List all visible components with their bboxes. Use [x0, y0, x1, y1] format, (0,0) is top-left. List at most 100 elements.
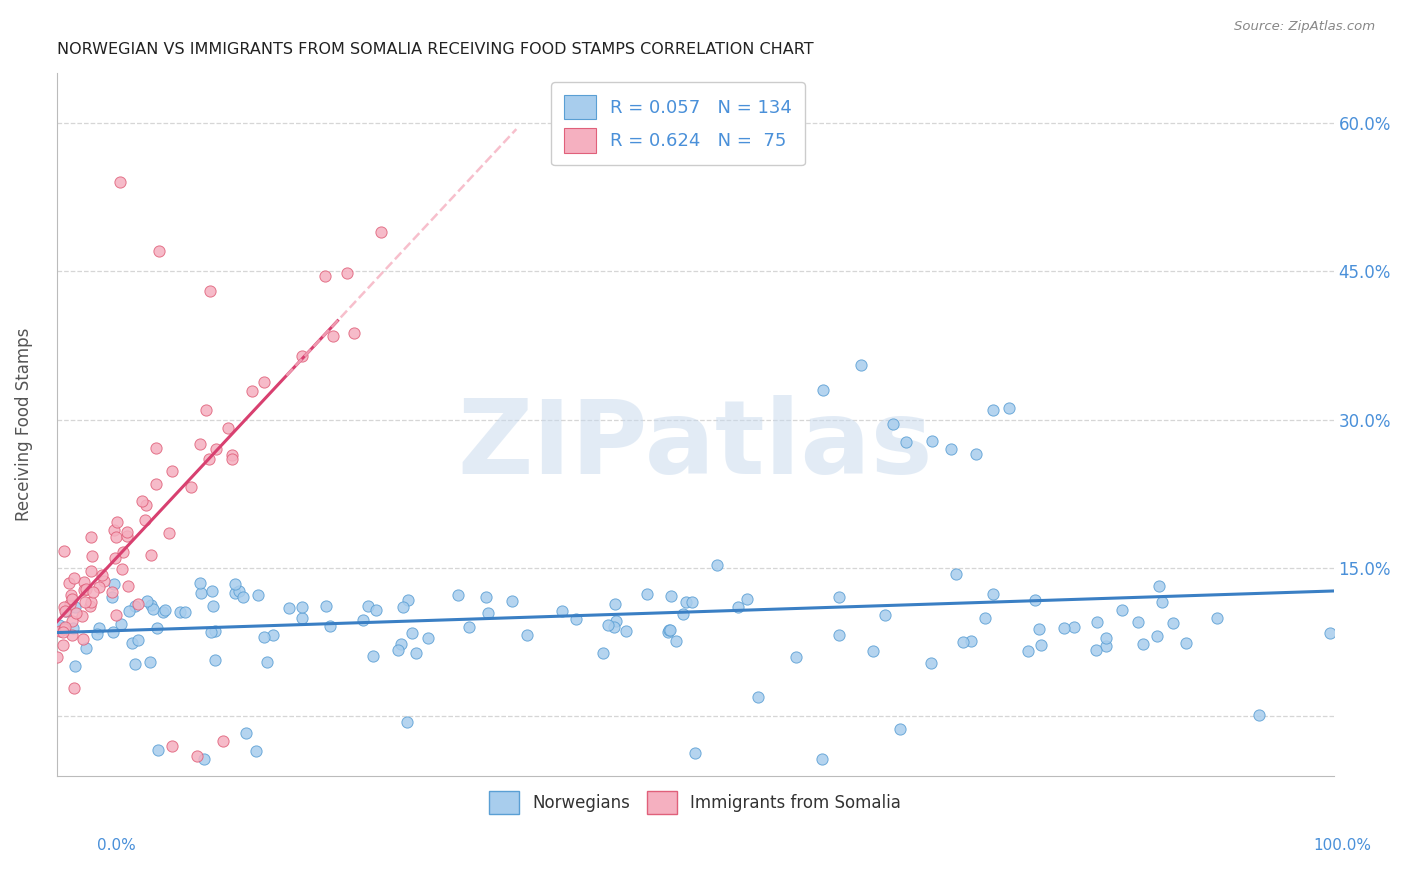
Point [228, 584, 250, 599]
Point [221, 452, 243, 467]
Point [186, 749, 208, 764]
Point [141, 548, 163, 562]
Point [1095, 631, 1118, 645]
Point [811, 383, 834, 397]
Point [240, 384, 263, 399]
Point [217, 421, 239, 435]
Point [315, 599, 337, 613]
Point [357, 599, 380, 614]
Point [141, 598, 163, 612]
Point [396, 593, 419, 607]
Point [60, 588, 83, 602]
Point [1095, 640, 1118, 654]
Point [221, 448, 243, 462]
Point [46, 649, 69, 664]
Point [63, 681, 86, 695]
Point [785, 650, 807, 665]
Point [72, 632, 94, 647]
Point [93, 574, 115, 589]
Point [389, 637, 412, 651]
Point [291, 350, 314, 364]
Point [110, 617, 132, 632]
Point [145, 441, 167, 455]
Point [127, 597, 149, 611]
Point [659, 623, 682, 637]
Point [939, 442, 962, 457]
Point [110, 175, 132, 189]
Point [160, 739, 183, 753]
Point [256, 655, 278, 669]
Point [169, 605, 191, 619]
Point [235, 725, 257, 739]
Point [134, 513, 156, 527]
Point [747, 690, 769, 704]
Point [87, 621, 110, 635]
Point [101, 624, 124, 639]
Point [322, 329, 344, 343]
Point [82, 584, 104, 599]
Point [665, 634, 688, 648]
Point [80, 595, 103, 609]
Point [90, 568, 112, 582]
Point [52, 622, 75, 636]
Point [1063, 620, 1085, 634]
Point [336, 266, 359, 280]
Point [63, 599, 86, 614]
Point [190, 586, 212, 600]
Point [657, 624, 679, 639]
Point [458, 619, 481, 633]
Point [148, 244, 170, 259]
Point [253, 630, 276, 644]
Point [160, 464, 183, 478]
Point [1029, 638, 1052, 652]
Point [396, 714, 419, 729]
Point [882, 417, 904, 431]
Point [672, 607, 695, 622]
Point [894, 435, 917, 450]
Point [658, 624, 681, 638]
Point [683, 746, 706, 760]
Point [200, 624, 222, 639]
Point [981, 403, 1004, 417]
Point [291, 611, 314, 625]
Text: ZIPatlas: ZIPatlas [457, 395, 932, 496]
Point [52, 544, 75, 558]
Point [53, 604, 76, 618]
Point [201, 599, 224, 613]
Point [659, 589, 682, 603]
Point [115, 529, 138, 543]
Point [475, 590, 498, 604]
Point [636, 587, 658, 601]
Text: Source: ZipAtlas.com: Source: ZipAtlas.com [1234, 20, 1375, 33]
Point [405, 646, 427, 660]
Point [862, 643, 884, 657]
Point [79, 599, 101, 613]
Point [79, 565, 101, 579]
Point [105, 516, 128, 530]
Point [62, 571, 84, 585]
Point [131, 494, 153, 508]
Point [157, 526, 180, 541]
Point [195, 403, 218, 417]
Point [204, 653, 226, 667]
Point [75, 640, 97, 655]
Point [849, 358, 872, 372]
Point [1017, 644, 1039, 658]
Point [605, 615, 627, 629]
Point [55, 604, 77, 618]
Point [117, 579, 139, 593]
Point [401, 626, 423, 640]
Point [828, 590, 851, 604]
Point [101, 585, 124, 599]
Point [1146, 629, 1168, 643]
Point [1247, 708, 1270, 723]
Point [735, 591, 758, 606]
Point [314, 268, 336, 283]
Point [291, 600, 314, 615]
Point [111, 544, 134, 558]
Point [62, 622, 84, 636]
Point [973, 611, 995, 625]
Point [603, 620, 626, 634]
Text: 100.0%: 100.0% [1313, 838, 1372, 853]
Point [153, 603, 176, 617]
